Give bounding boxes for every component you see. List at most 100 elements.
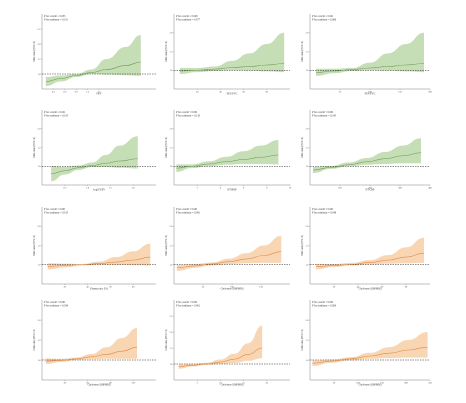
p-nonlinear-label: P for nonlinear = 0.066 xyxy=(312,19,337,22)
y-tick-label: 1.5 xyxy=(38,339,42,342)
x-tick-label: 2 xyxy=(197,187,199,190)
p-overall-label: P for overall < 0.001 xyxy=(44,208,66,211)
x-tick-label: 5 xyxy=(197,382,199,385)
y-tick-label: 2.5 xyxy=(38,28,42,31)
panel-svg: 1.0 1.5 2.0 0.5 1.0 1.5 2.0 P for overall = 0.0… xyxy=(33,110,156,192)
x-tick-label: 100 xyxy=(356,382,360,385)
y-tick-label: 2.5 xyxy=(170,315,174,318)
panel-D3: 1.0 1.5 2.0 50 100 150 200 250 P for overall < 0… xyxy=(301,298,433,387)
p-nonlinear-label: P for nonlinear = 0.077 xyxy=(176,19,201,22)
p-nonlinear-label: P for nonlinear = 0.034 xyxy=(44,305,69,308)
y-tick-label: 2.0 xyxy=(38,128,42,131)
y-tick-label: 2.0 xyxy=(38,225,42,228)
y-tick-label: 1.0 xyxy=(170,264,174,267)
p-overall-label: P for overall < 0.001 xyxy=(312,301,334,304)
x-axis-label: FEV/FVC xyxy=(365,93,376,96)
spline-line xyxy=(45,61,141,82)
x-tick-label: 0.6 xyxy=(63,91,67,94)
p-nonlinear-label: P for nonlinear = 0.015 xyxy=(44,115,69,118)
y-tick-label: 1.5 xyxy=(170,50,174,53)
y-axis-label-group: Odds ratio (95% CI) xyxy=(165,329,168,350)
y-axis-label: Odds ratio (95% CI) xyxy=(33,235,36,256)
y-axis-label: Odds ratio (95% CI) xyxy=(301,41,304,62)
panel-A2: 1.0 1.5 2.0 20 40 60 80 P for overall = 0.048 P … xyxy=(165,12,292,96)
x-tick-label: 250 xyxy=(428,382,432,385)
x-tick-label: 0.9 xyxy=(75,91,79,94)
y-tick-label: 2.0 xyxy=(306,32,310,35)
y-tick-label: 1.5 xyxy=(306,50,310,53)
confidence-band xyxy=(45,35,141,86)
y-tick-label: 1.0 xyxy=(38,165,42,168)
x-tick-label: 0.5 xyxy=(63,187,67,190)
y-tick-label: 1.0 xyxy=(38,73,42,76)
confidence-band xyxy=(179,32,285,74)
y-tick-label: 2.0 xyxy=(306,319,310,322)
x-tick-label: 150 xyxy=(398,91,402,94)
y-tick-label: 2.0 xyxy=(38,319,42,322)
panel-C2: 1.0 1.5 2.0 50 100 150 P for overall < 0.001 P … xyxy=(165,205,292,291)
p-nonlinear-label: P for nonlinear = 0.001 xyxy=(176,305,201,308)
y-axis-label-group: Odds ratio (95% CI) xyxy=(33,41,36,62)
y-axis-label: Odds ratio (95% CI) xyxy=(33,137,36,158)
y-tick-label: 1.0 xyxy=(306,264,310,267)
x-tick-label: 60 xyxy=(109,286,112,289)
y-tick-label: 1.5 xyxy=(38,58,42,61)
p-overall-label: P for overall < 0.001 xyxy=(312,111,334,114)
panel-B2: 1.0 1.5 2.0 2 4 6 8 10 P for overall < 0.001 P fo… xyxy=(165,108,292,192)
p-nonlinear-label: P for nonlinear = 0.081 xyxy=(176,212,201,215)
x-tick-label: 30 xyxy=(64,382,67,385)
y-tick-label: 1.0 xyxy=(170,165,174,168)
panel-D2: 1.0 1.5 2.0 2.5 5 10 15 20 P for overall < 0.001… xyxy=(165,298,292,387)
x-axis-label: Cholesterol (MPMM) xyxy=(221,384,244,387)
spline-line xyxy=(179,63,285,72)
x-tick-label: 90 xyxy=(109,382,112,385)
y-axis-label-group: Odds ratio (95% CI) xyxy=(301,329,304,350)
p-overall-label: P for overall = 0.035 xyxy=(44,15,66,18)
x-tick-label: 15 xyxy=(242,382,245,385)
p-overall-label: P for overall = 0.048 xyxy=(176,15,198,18)
y-tick-label: 2.0 xyxy=(38,43,42,46)
y-axis-label-group: Odds ratio (95% CI) xyxy=(33,329,36,350)
x-tick-label: 80 xyxy=(132,286,135,289)
p-nonlinear-label: P for nonlinear = 0.048 xyxy=(312,212,337,215)
p-overall-label: P for overall < 0.001 xyxy=(176,208,198,211)
y-axis-label-group: Odds ratio (95% CI) xyxy=(301,41,304,62)
spline-line xyxy=(47,256,151,267)
x-axis-label: FEV/FVC xyxy=(227,93,238,96)
x-tick-label: 40 xyxy=(357,286,360,289)
x-tick-label: 50 xyxy=(339,91,342,94)
x-axis-label: Cholesterol (MPMM) xyxy=(359,288,382,291)
confidence-band xyxy=(51,136,138,182)
y-axis-label: Odds ratio (95% CI) xyxy=(165,41,168,62)
y-tick-label: 2.0 xyxy=(170,225,174,228)
panel-svg: 1.0 1.5 2.0 50 100 150 P for overall < 0.001P … xyxy=(165,207,290,291)
x-tick-label: 10 xyxy=(219,382,222,385)
y-tick-label: 1.0 xyxy=(38,359,42,362)
y-axis-label: Odds ratio (95% CI) xyxy=(165,137,168,158)
y-axis-label: Odds ratio (95% CI) xyxy=(301,329,304,350)
y-tick-label: 2.0 xyxy=(170,128,174,131)
x-axis-label: NT-BNP xyxy=(227,189,237,192)
x-tick-label: 60 xyxy=(86,382,89,385)
y-tick-label: 1.5 xyxy=(306,146,310,149)
x-tick-label: 1.5 xyxy=(109,187,113,190)
x-tick-label: 300 xyxy=(398,187,402,190)
x-tick-label: 10 xyxy=(289,187,292,190)
y-tick-label: 1.0 xyxy=(306,359,310,362)
confidence-band xyxy=(176,140,279,172)
y-tick-label: 2.0 xyxy=(170,331,174,334)
spline-line xyxy=(315,252,425,267)
x-axis-label: Plasma ratio (%) xyxy=(90,288,108,291)
p-overall-label: P for overall = 0.021 xyxy=(44,111,66,114)
x-tick-label: 6 xyxy=(243,187,245,190)
x-tick-label: 200 xyxy=(404,382,408,385)
p-overall-label: P for overall < 0.001 xyxy=(176,301,198,304)
x-tick-label: 60 xyxy=(381,286,384,289)
x-axis-label: FEV xyxy=(97,93,102,96)
panel-svg: 1.0 1.5 2.0 20 40 60 80 P for overall < 0.001P … xyxy=(33,207,156,291)
spline-line xyxy=(178,347,263,367)
x-tick-label: 0.3 xyxy=(52,91,56,94)
x-axis-label: Cholesterol (MPMM) xyxy=(221,288,244,291)
spline-line xyxy=(176,251,282,269)
